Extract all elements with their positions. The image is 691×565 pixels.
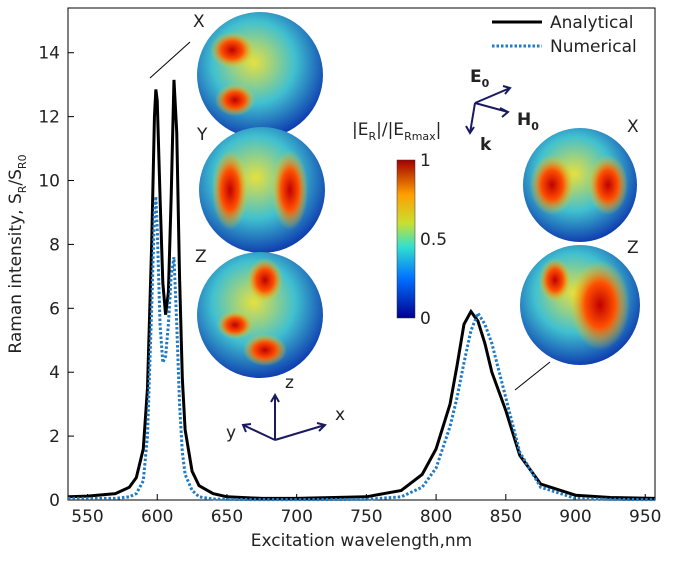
y-tick-label: 0	[49, 491, 60, 511]
arrow	[270, 392, 280, 440]
sphere-label: Z	[627, 238, 639, 258]
hot-spot	[243, 334, 287, 366]
arrow	[274, 422, 327, 441]
y-tick-label: 4	[49, 363, 60, 383]
arrow	[241, 423, 276, 441]
y-label-part: Raman intensity, S	[6, 193, 26, 353]
spheres	[149, 12, 640, 391]
sphere	[197, 12, 323, 138]
axis-x: x	[335, 405, 345, 425]
x-tick-label: 550	[71, 507, 103, 527]
y-tick-label: 2	[49, 427, 60, 447]
y-label-sub: R	[16, 185, 29, 193]
colorbar-label-part: |E	[352, 120, 368, 140]
y-tick-label: 10	[38, 172, 60, 192]
e: E	[470, 67, 482, 87]
sphere	[197, 252, 323, 378]
hot-spot	[215, 84, 255, 116]
x-tick-label: 850	[490, 507, 522, 527]
colorbar-label-part: |	[436, 120, 442, 140]
e-sub: 0	[482, 77, 490, 90]
colorbar-label: |ER|/|ERmax|	[352, 120, 441, 143]
colorbar	[396, 159, 416, 319]
hot-spot	[210, 32, 254, 68]
axis-z: z	[285, 373, 294, 393]
hot-spot	[530, 155, 574, 215]
leader-line	[149, 41, 191, 79]
sphere-label: Z	[195, 247, 207, 267]
h: H	[517, 110, 531, 130]
y-tick-label: 8	[49, 235, 60, 255]
hot-spot	[212, 150, 248, 230]
sphere-label: X	[627, 117, 639, 137]
x-axis-label: Excitation wavelength,nm	[251, 531, 472, 551]
colorbar-tick-label: 1	[420, 151, 431, 171]
h-sub: 0	[531, 120, 539, 133]
plot-frame	[67, 7, 656, 501]
y-tick-label: 14	[38, 44, 60, 64]
x-tick-label: 650	[211, 507, 243, 527]
annotations: X Y Z X Z E0 H0 k z x y	[193, 12, 639, 443]
legend-label: Numerical	[550, 37, 637, 57]
legend-label: Analytical	[550, 13, 633, 33]
colorbar-tick-label: 0	[420, 309, 431, 329]
series-line	[67, 79, 656, 500]
y-axis-label: Raman intensity, SR/SR0	[6, 154, 29, 353]
x-tick-label: 600	[141, 507, 173, 527]
axis-y: y	[226, 423, 236, 443]
hot-spot	[539, 258, 571, 302]
y-label-part: /S	[6, 169, 26, 186]
x-tick-label: 900	[559, 507, 591, 527]
h-label: H0	[517, 110, 539, 133]
x-tick-label: 700	[280, 507, 312, 527]
arrow	[474, 102, 510, 118]
colorbar-label-sub: Rmax	[404, 130, 436, 143]
colorbar-tick-label: 0.5	[420, 230, 447, 250]
x-tick-label: 750	[350, 507, 382, 527]
x-tick-label: 800	[420, 507, 452, 527]
sphere-label: X	[193, 12, 205, 32]
arrow	[474, 85, 512, 104]
hot-spot	[217, 311, 253, 339]
k-label: k	[480, 135, 492, 155]
colorbar-label-sub: R	[368, 130, 376, 143]
hot-spot	[570, 260, 630, 350]
arrows	[241, 85, 512, 441]
hot-spot	[588, 155, 628, 215]
y-tick-label: 6	[49, 299, 60, 319]
hot-spot	[247, 258, 283, 302]
y-label-sub: R0	[16, 154, 29, 169]
arrow	[465, 102, 476, 135]
series-line	[68, 196, 656, 502]
x-tick-label: 950	[629, 507, 661, 527]
y-tick-label: 12	[38, 108, 60, 128]
colorbar-label-part: |/|E	[376, 120, 404, 140]
e-label: E0	[470, 67, 490, 90]
hot-spot	[272, 150, 308, 230]
sphere-label: Y	[196, 125, 208, 145]
leader-line	[514, 361, 551, 391]
